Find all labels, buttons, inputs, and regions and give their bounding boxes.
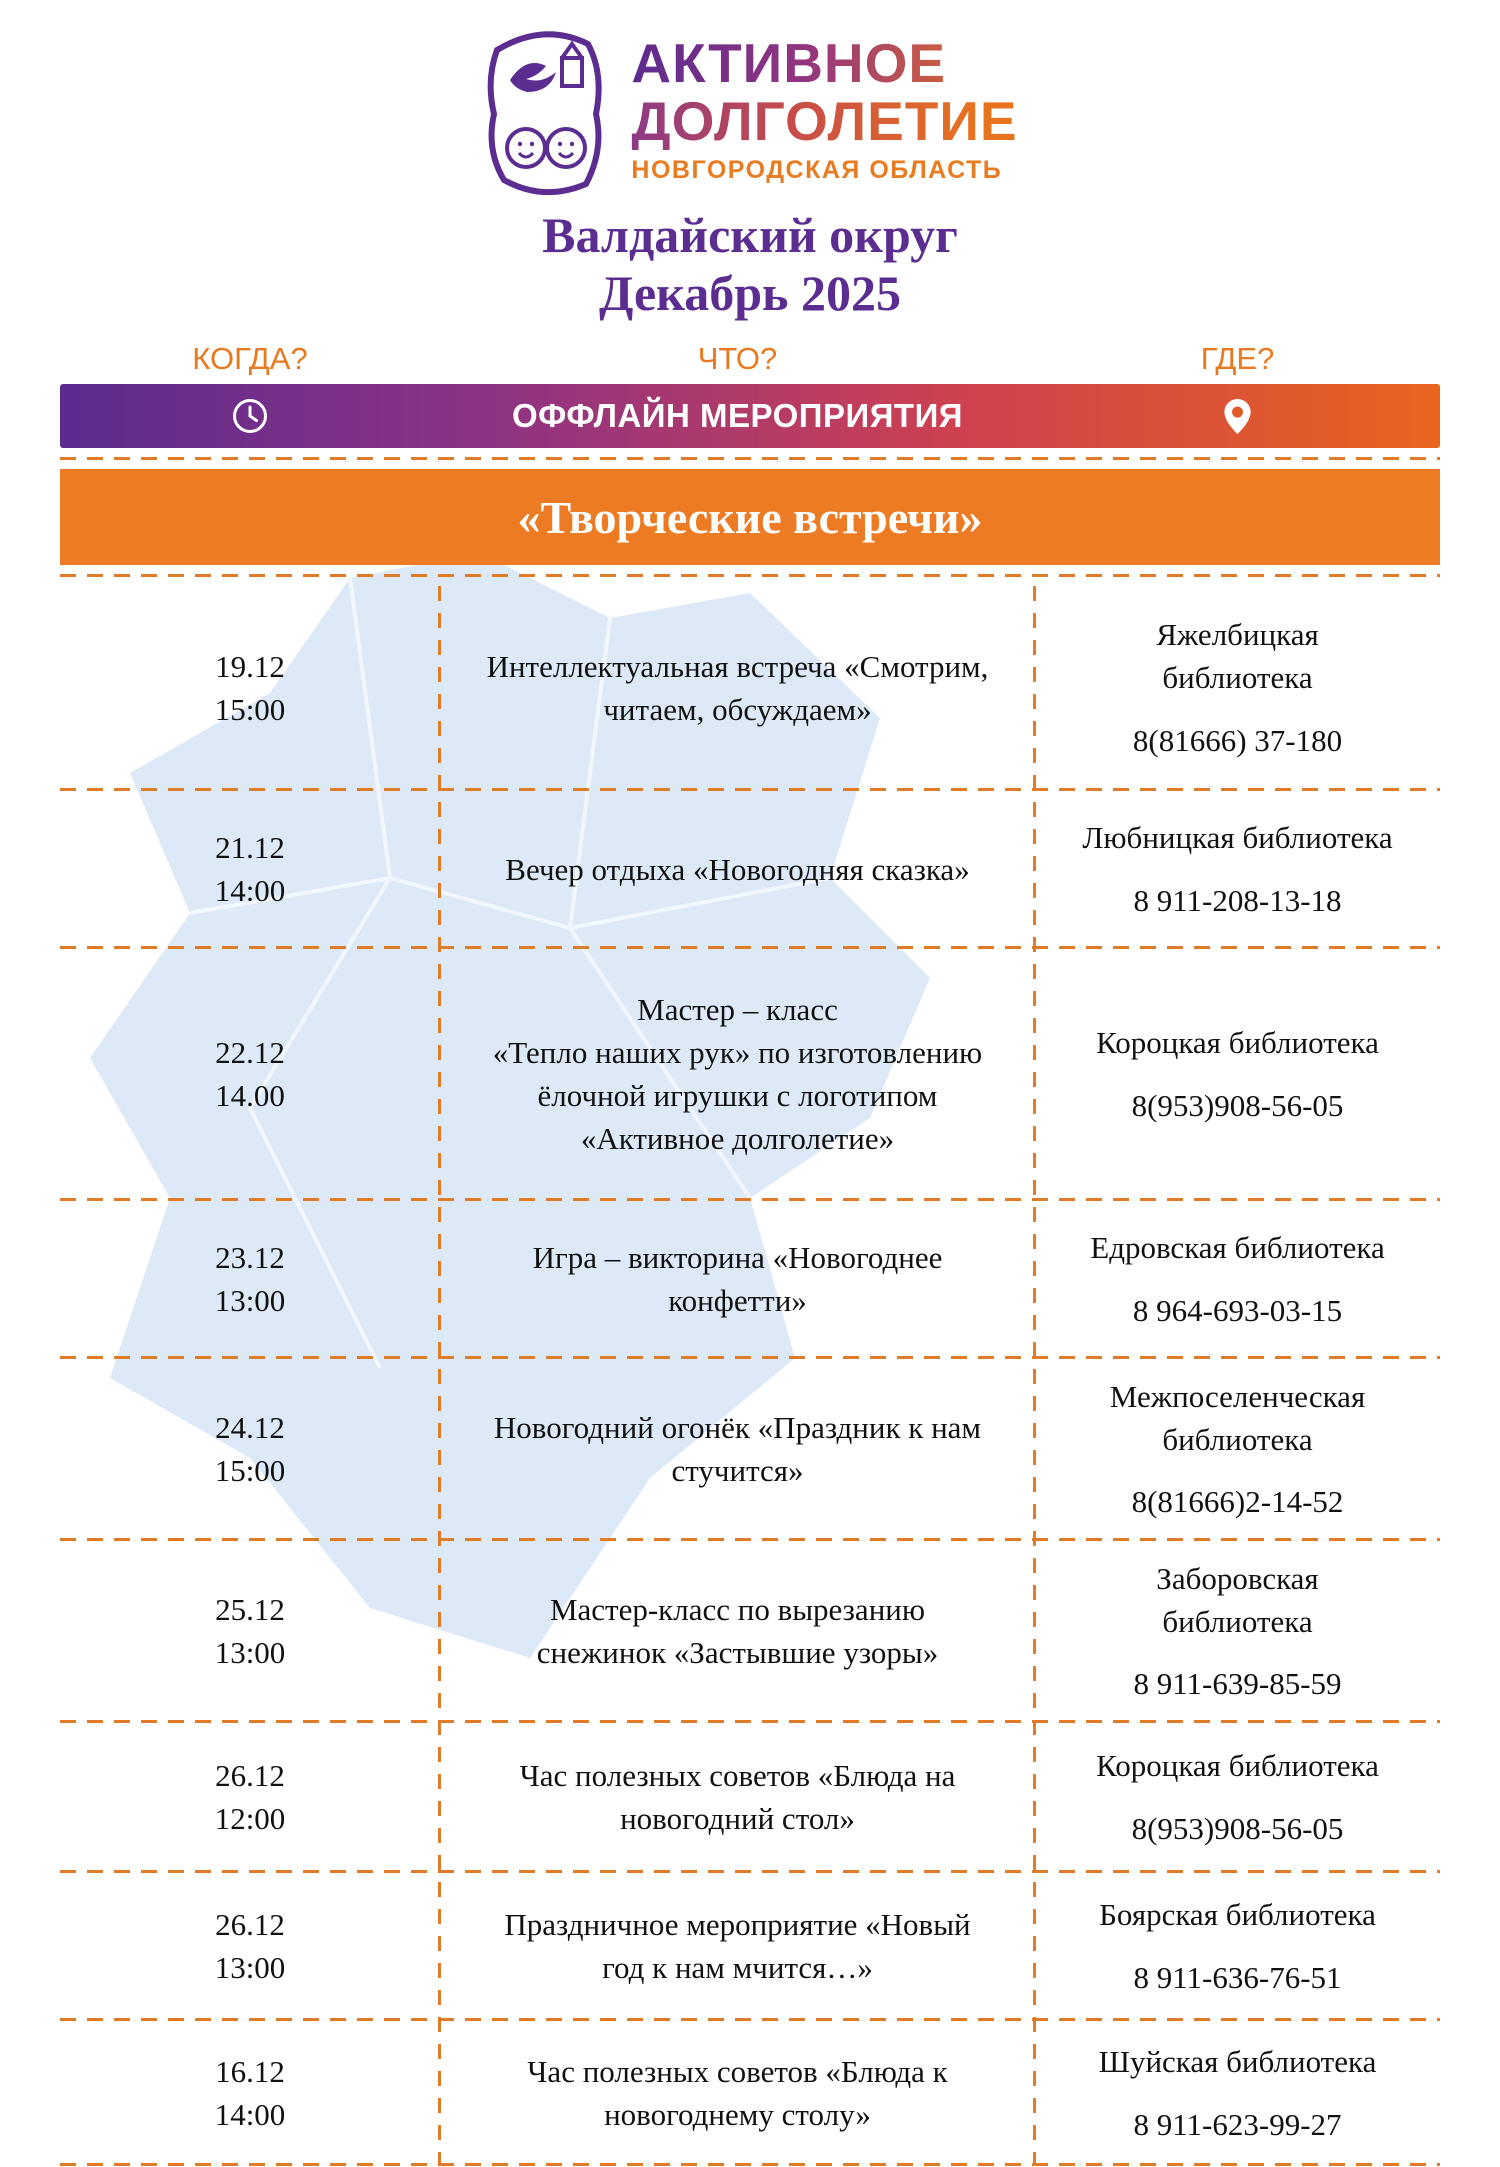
event-date: 21.12	[215, 830, 285, 866]
region-title: Валдайский округ	[542, 207, 958, 263]
event-location: Боярская библиотека 8 911-636-76-51	[1035, 1873, 1440, 2021]
dashed-separator	[60, 457, 1440, 460]
event-phone: 8(81666) 37-180	[1132, 722, 1343, 758]
event-phone: 8 911-208-13-18	[1133, 883, 1342, 918]
event-venue: Любницкая библиотека	[1082, 820, 1393, 856]
event-venue: Боярская библиотека	[1099, 1897, 1376, 1933]
event-time: 15:00	[214, 691, 286, 727]
event-date: 24.12	[215, 1410, 285, 1446]
event-datetime: 24.12 15:00	[60, 1359, 440, 1541]
column-header-where: ГДЕ?	[1200, 341, 1275, 376]
event-date: 25.12	[215, 1592, 285, 1628]
event-phone: 8(81666)2-14-52	[1131, 1484, 1344, 1520]
event-location: Шуйская библиотека 8 911-623-99-27	[1035, 2021, 1440, 2166]
event-time: 13:00	[214, 1635, 286, 1670]
column-header-when: КОГДА?	[192, 341, 308, 376]
event-description: Праздничное мероприятие «Новый год к нам…	[504, 1907, 971, 1985]
event-venue: Едровская библиотека	[1090, 1230, 1385, 1266]
logo-subtitle: НОВГОРОДСКАЯ ОБЛАСТЬ	[631, 155, 1003, 184]
event-date: 19.12	[215, 648, 285, 684]
dashed-separator	[60, 574, 1440, 577]
event-time: 15:00	[214, 1453, 286, 1488]
header: АКТИВНОЕ ДОЛГОЛЕТИЕ НОВГОРОДСКАЯ ОБЛАСТЬ…	[0, 0, 1500, 322]
event-description: Час полезных советов «Блюда к новогоднем…	[527, 2053, 948, 2132]
clock-icon	[60, 397, 440, 435]
event-description: Мастер-класс по вырезанию снежинок «Заст…	[536, 1592, 939, 1670]
event-row: 16.12 14:00 Час полезных советов «Блюда …	[60, 2021, 1440, 2166]
event-row: 25.12 13:00 Мастер-класс по вырезанию сн…	[60, 1541, 1440, 1723]
event-row: 22.12 14.00 Мастер – класс «Тепло наших …	[60, 949, 1440, 1201]
events-table: 19.12 15:00 Интеллектуальная встреча «См…	[60, 586, 1440, 2166]
event-description: Мастер – класс «Тепло наших рук» по изго…	[492, 992, 983, 1156]
event-time: 13:00	[214, 1283, 286, 1318]
event-date: 16.12	[215, 2053, 285, 2089]
event-time: 14.00	[215, 1078, 285, 1113]
event-description: Новогодний огонёк «Праздник к нам стучит…	[493, 1410, 982, 1488]
event-venue: Короцкая библиотека	[1096, 1748, 1379, 1784]
event-location: Межпоселенческая библиотека 8(81666)2-14…	[1035, 1359, 1440, 1541]
event-row: 24.12 15:00 Новогодний огонёк «Праздник …	[60, 1359, 1440, 1541]
event-phone: 8 911-636-76-51	[1133, 1960, 1342, 1995]
event-date: 22.12	[215, 1035, 285, 1071]
event-location: Заборовская библиотека 8 911-639-85-59	[1035, 1541, 1440, 1723]
column-header-what: ЧТО?	[697, 341, 778, 376]
event-date: 26.12	[215, 1758, 285, 1794]
event-phone: 8(953)908-56-05	[1131, 1811, 1344, 1846]
event-row: 26.12 13:00 Праздничное мероприятие «Нов…	[60, 1873, 1440, 2021]
event-phone: 8(953)908-56-05	[1131, 1088, 1344, 1123]
event-datetime: 19.12 15:00	[60, 586, 440, 791]
logo-text: АКТИВНОЕ ДОЛГОЛЕТИЕ НОВГОРОДСКАЯ ОБЛАСТЬ	[631, 35, 1017, 184]
event-description: Вечер отдыха «Новогодняя сказка»	[505, 851, 970, 887]
event-datetime: 26.12 12:00	[60, 1723, 440, 1873]
event-datetime: 22.12 14.00	[60, 949, 440, 1201]
event-date: 26.12	[215, 1907, 285, 1943]
longevity-emblem-icon	[488, 30, 603, 195]
offline-events-band: ОФФЛАЙН МЕРОПРИЯТИЯ	[60, 384, 1440, 448]
event-time: 14:00	[214, 873, 286, 908]
event-location: Едровская библиотека 8 964-693-03-15	[1035, 1201, 1440, 1359]
event-row: 21.12 14:00 Вечер отдыха «Новогодняя ска…	[60, 791, 1440, 949]
event-description: Интеллектуальная встреча «Смотрим, читае…	[486, 648, 989, 727]
event-phone: 8 964-693-03-15	[1132, 1293, 1343, 1328]
event-datetime: 21.12 14:00	[60, 791, 440, 949]
event-description: Час полезных советов «Блюда на новогодни…	[519, 1758, 956, 1836]
logo-title-line2: ДОЛГОЛЕТИЕ	[631, 89, 1018, 152]
event-location: Короцкая библиотека 8(953)908-56-05	[1035, 1723, 1440, 1873]
event-venue: Короцкая библиотека	[1096, 1025, 1379, 1061]
event-venue: Заборовская библиотека	[1156, 1560, 1319, 1639]
event-row: 23.12 13:00 Игра – викторина «Новогоднее…	[60, 1201, 1440, 1359]
location-pin-icon	[1035, 398, 1440, 434]
event-datetime: 25.12 13:00	[60, 1541, 440, 1723]
event-venue: Яжелбицкая библиотека	[1156, 617, 1319, 696]
month-title: Декабрь 2025	[598, 265, 901, 321]
event-venue: Межпоселенческая библиотека	[1109, 1378, 1366, 1457]
event-time: 13:00	[214, 1950, 286, 1985]
event-row: 19.12 15:00 Интеллектуальная встреча «См…	[60, 586, 1440, 791]
event-location: Короцкая библиотека 8(953)908-56-05	[1035, 949, 1440, 1201]
section-title: «Творческие встречи»	[517, 491, 983, 543]
event-phone: 8 911-623-99-27	[1133, 2106, 1342, 2142]
event-time: 14:00	[214, 2096, 286, 2132]
event-date: 23.12	[215, 1240, 285, 1276]
event-time: 12:00	[214, 1801, 286, 1836]
event-row: 26.12 12:00 Час полезных советов «Блюда …	[60, 1723, 1440, 1873]
event-location: Любницкая библиотека 8 911-208-13-18	[1035, 791, 1440, 949]
event-location: Яжелбицкая библиотека 8(81666) 37-180	[1035, 586, 1440, 791]
event-datetime: 26.12 13:00	[60, 1873, 440, 2021]
section-title-banner: «Творческие встречи»	[60, 469, 1440, 565]
district-map-background	[90, 553, 930, 1658]
event-datetime: 16.12 14:00	[60, 2021, 440, 2166]
table-column-headers: КОГДА? ЧТО? ГДЕ?	[60, 338, 1440, 380]
logo-title-line1: АКТИВНОЕ	[631, 35, 1017, 92]
event-phone: 8 911-639-85-59	[1133, 1666, 1342, 1702]
logo: АКТИВНОЕ ДОЛГОЛЕТИЕ НОВГОРОДСКАЯ ОБЛАСТЬ	[0, 14, 1500, 206]
offline-events-label: ОФФЛАЙН МЕРОПРИЯТИЯ	[511, 397, 964, 434]
event-description: Игра – викторина «Новогоднее конфетти»	[532, 1240, 943, 1318]
event-datetime: 23.12 13:00	[60, 1201, 440, 1359]
event-venue: Шуйская библиотека	[1098, 2043, 1377, 2079]
